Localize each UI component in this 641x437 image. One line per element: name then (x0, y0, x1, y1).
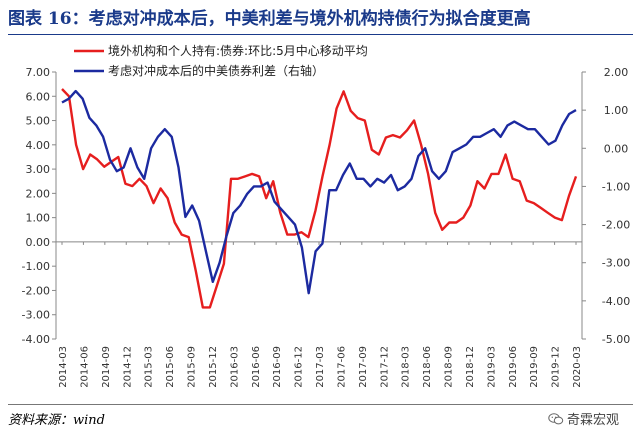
source-note: 资料来源：wind (8, 413, 105, 428)
x-tick-label: 2017-09 (358, 346, 369, 388)
left-tick-label: -2.00 (22, 284, 50, 297)
x-tick-label: 2016-03 (229, 346, 240, 388)
x-tick-label: 2017-12 (379, 346, 390, 388)
x-tick-label: 2018-03 (401, 346, 412, 388)
x-tick-label: 2014-03 (58, 346, 69, 388)
right-tick-label: 2.00 (604, 66, 629, 79)
left-y-axis: -4.00 -3.00 -2.00 -1.00 0.00 1.00 2.00 3.00 4.00… (22, 66, 57, 346)
left-tick-label: 1.00 (26, 212, 51, 225)
x-tick-label: 2019-09 (529, 346, 540, 388)
title-divider (8, 34, 633, 35)
x-tick-label: 2018-12 (465, 346, 476, 388)
x-tick-label: 2018-09 (444, 346, 455, 388)
left-tick-label: 5.00 (26, 115, 51, 128)
x-tick-label: 2015-03 (144, 346, 155, 388)
x-tick-label: 2014-12 (122, 346, 133, 388)
right-tick-label: 1.00 (604, 104, 629, 117)
x-tick-label: 2015-12 (208, 346, 219, 388)
chart-title: 图表 16：考虑对冲成本后，中美利差与境外机构持债行为拟合度更高 (8, 9, 531, 29)
right-tick-label: 0.00 (604, 142, 629, 155)
left-tick-label: -4.00 (22, 333, 50, 346)
x-tick-label: 2016-06 (251, 346, 262, 388)
series-layer (61, 88, 578, 309)
right-tick-label: -4.00 (602, 295, 630, 308)
watermark-text: 奇霖宏观 (567, 413, 620, 428)
dual-axis-line-chart: -4.00 -3.00 -2.00 -1.00 0.00 1.00 2.00 3.00 4.00… (22, 43, 631, 388)
footer-divider (8, 404, 633, 405)
x-tick-label: 2015-09 (187, 346, 198, 388)
x-tick-label: 2016-09 (272, 346, 283, 388)
x-tick-label: 2015-06 (165, 346, 176, 388)
series-line-holdings (61, 88, 578, 309)
x-tick-label: 2019-06 (508, 346, 519, 388)
x-tick-label: 2017-03 (315, 346, 326, 388)
x-tick-label: 2014-06 (79, 346, 90, 388)
left-tick-label: -3.00 (22, 309, 50, 322)
x-axis: 2014-03 2014-06 2014-09 2014-12 2015-03 2015-… (56, 241, 583, 388)
series-line-spread (61, 89, 577, 295)
left-tick-label: 0.00 (26, 236, 51, 249)
right-tick-label: -2.00 (602, 219, 630, 232)
legend-label: 考虑对冲成本后的中美债券利差（右轴） (108, 63, 324, 78)
watermark: 奇霖宏观 (548, 409, 619, 428)
legend-label: 境外机构和个人持有:债券:环比:5月中心移动平均 (108, 43, 368, 58)
x-tick-label: 2019-12 (551, 346, 562, 388)
right-tick-label: -3.00 (602, 257, 630, 270)
left-tick-label: 4.00 (26, 139, 51, 152)
right-y-axis: -5.00 -4.00 -3.00 -2.00 -1.00 0.00 1.00 2.00 (581, 66, 630, 346)
x-tick-label: 2016-12 (294, 346, 305, 388)
x-tick-label: 2014-09 (101, 346, 112, 388)
legend: 境外机构和个人持有:债券:环比:5月中心移动平均考虑对冲成本后的中美债券利差（右… (74, 43, 368, 78)
x-tick-label: 2020-03 (572, 346, 583, 388)
right-tick-label: -5.00 (602, 333, 630, 346)
left-tick-label: 6.00 (26, 90, 51, 103)
x-tick-label: 2018-06 (422, 346, 433, 388)
x-tick-label: 2019-03 (486, 346, 497, 388)
wechat-icon (548, 413, 564, 425)
left-tick-label: 2.00 (26, 187, 51, 200)
left-tick-label: -1.00 (22, 260, 50, 273)
x-tick-label: 2017-06 (336, 346, 347, 388)
right-tick-label: -1.00 (602, 180, 630, 193)
left-tick-label: 7.00 (26, 66, 51, 79)
left-tick-label: 3.00 (26, 163, 51, 176)
